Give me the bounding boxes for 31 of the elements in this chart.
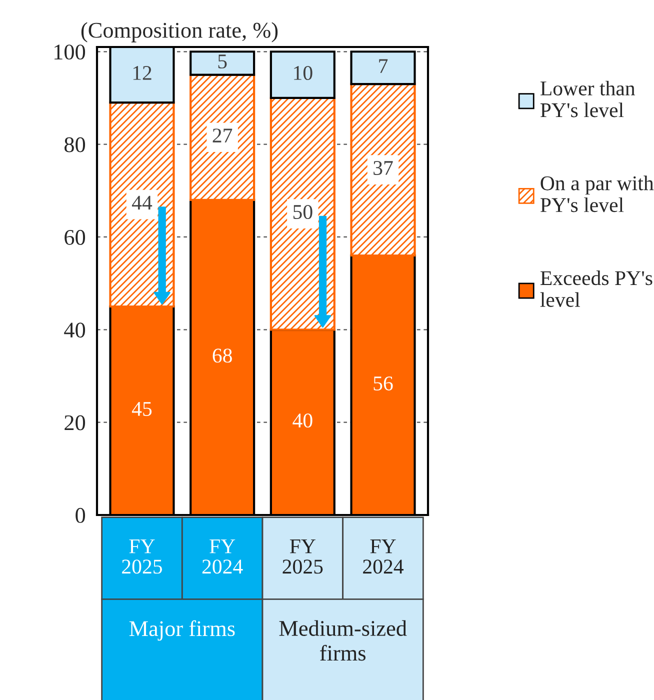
y-tick-label: 40 (64, 322, 86, 338)
y-tick-label: 100 (54, 44, 86, 60)
y-tick-label: 80 (64, 137, 86, 152)
legend-label: Lower than PY's level (540, 80, 636, 118)
y-tick-label: 60 (64, 230, 86, 245)
y-tick-label: 0 (76, 508, 86, 523)
bar (190, 50, 256, 76)
data-label: 50 (293, 204, 312, 220)
x-tick-label: FY 2025 (122, 539, 162, 574)
data-label: 27 (212, 128, 232, 142)
data-label: 56 (374, 376, 393, 390)
data-label: 12 (133, 66, 152, 80)
x-tick-label: FY 2025 (282, 539, 323, 574)
data-label: 10 (294, 66, 312, 80)
x-tick-label: FY 2024 (202, 539, 243, 574)
y-tick-label: 20 (64, 415, 86, 430)
y-axis-title: (Composition rate, %) (81, 22, 278, 42)
bar (270, 50, 336, 100)
legend-label: Exceeds PY's level (540, 270, 652, 307)
data-label: 40 (292, 413, 312, 428)
data-label: 37 (374, 161, 393, 176)
x-tick-label: FY 2024 (363, 539, 404, 574)
data-label: 7 (379, 59, 388, 73)
legend-label: On a par with PY's level (540, 176, 654, 212)
text: Medium-sized firms (279, 620, 407, 661)
data-label: 44 (132, 196, 152, 210)
data-label: 68 (212, 348, 232, 363)
data-label: 45 (132, 402, 152, 416)
bar (350, 50, 416, 86)
text: Major firms (129, 620, 235, 641)
data-label: 5 (218, 54, 227, 68)
